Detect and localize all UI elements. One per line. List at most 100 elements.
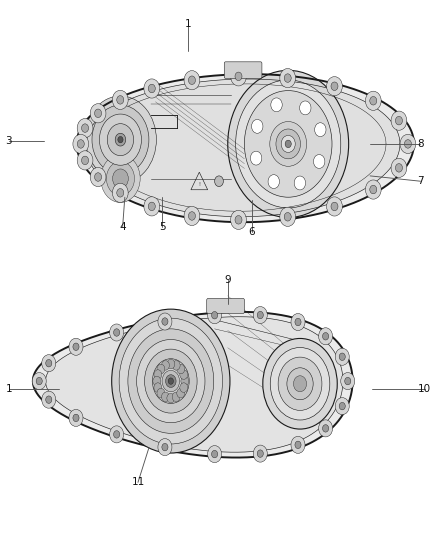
Polygon shape bbox=[33, 312, 353, 457]
Circle shape bbox=[314, 123, 326, 136]
Circle shape bbox=[148, 202, 155, 211]
Circle shape bbox=[145, 349, 197, 413]
Circle shape bbox=[270, 348, 330, 420]
Circle shape bbox=[157, 364, 165, 374]
Circle shape bbox=[281, 135, 295, 152]
Circle shape bbox=[158, 439, 172, 456]
Circle shape bbox=[77, 151, 93, 170]
Circle shape bbox=[212, 450, 218, 458]
Circle shape bbox=[327, 77, 343, 96]
Circle shape bbox=[365, 91, 381, 110]
Circle shape bbox=[42, 354, 56, 372]
FancyBboxPatch shape bbox=[224, 62, 262, 78]
Circle shape bbox=[106, 161, 134, 196]
Text: 3: 3 bbox=[5, 136, 12, 146]
Circle shape bbox=[172, 360, 180, 370]
Circle shape bbox=[144, 197, 160, 216]
Circle shape bbox=[128, 329, 214, 433]
Circle shape bbox=[152, 359, 189, 403]
Circle shape bbox=[244, 91, 332, 197]
Circle shape bbox=[46, 396, 52, 403]
Circle shape bbox=[335, 398, 349, 415]
Polygon shape bbox=[46, 317, 343, 452]
Circle shape bbox=[251, 151, 262, 165]
Circle shape bbox=[268, 175, 279, 189]
Circle shape bbox=[345, 377, 351, 385]
Circle shape bbox=[158, 313, 172, 330]
Circle shape bbox=[168, 378, 173, 384]
Circle shape bbox=[391, 158, 407, 177]
Circle shape bbox=[228, 70, 349, 217]
Circle shape bbox=[284, 213, 291, 221]
Text: !: ! bbox=[198, 182, 200, 187]
Circle shape bbox=[184, 71, 200, 90]
Circle shape bbox=[90, 167, 106, 187]
Circle shape bbox=[331, 202, 338, 211]
Circle shape bbox=[153, 376, 161, 386]
Circle shape bbox=[167, 393, 175, 403]
Circle shape bbox=[113, 329, 120, 336]
Circle shape bbox=[235, 72, 242, 80]
Circle shape bbox=[32, 373, 46, 390]
Circle shape bbox=[208, 446, 222, 463]
Circle shape bbox=[231, 210, 247, 229]
Circle shape bbox=[318, 420, 332, 437]
Circle shape bbox=[284, 74, 291, 82]
Circle shape bbox=[110, 426, 124, 443]
Circle shape bbox=[95, 109, 102, 118]
Circle shape bbox=[36, 377, 42, 385]
Circle shape bbox=[180, 370, 188, 379]
Circle shape bbox=[331, 82, 338, 91]
Circle shape bbox=[293, 376, 307, 392]
Circle shape bbox=[253, 306, 267, 324]
Circle shape bbox=[257, 311, 263, 319]
Circle shape bbox=[294, 176, 306, 190]
Circle shape bbox=[322, 333, 328, 340]
FancyBboxPatch shape bbox=[207, 298, 244, 313]
Circle shape bbox=[370, 96, 377, 105]
Text: 8: 8 bbox=[417, 139, 424, 149]
Circle shape bbox=[117, 95, 124, 104]
Circle shape bbox=[148, 84, 155, 93]
Circle shape bbox=[212, 311, 218, 319]
Circle shape bbox=[276, 129, 300, 159]
Circle shape bbox=[253, 445, 267, 462]
Circle shape bbox=[46, 359, 52, 367]
Text: 6: 6 bbox=[248, 227, 255, 237]
Circle shape bbox=[327, 197, 343, 216]
Circle shape bbox=[215, 176, 223, 187]
Circle shape bbox=[166, 375, 176, 387]
Circle shape bbox=[184, 206, 200, 225]
Text: 4: 4 bbox=[119, 222, 126, 231]
Circle shape bbox=[287, 368, 313, 400]
Circle shape bbox=[339, 353, 345, 360]
Circle shape bbox=[291, 313, 305, 330]
Circle shape bbox=[180, 383, 188, 392]
Text: 1: 1 bbox=[185, 19, 192, 29]
Circle shape bbox=[400, 134, 416, 154]
Circle shape bbox=[154, 383, 162, 392]
Circle shape bbox=[270, 122, 307, 166]
Circle shape bbox=[263, 338, 337, 429]
Text: 1: 1 bbox=[5, 384, 12, 394]
Circle shape bbox=[162, 370, 180, 392]
Circle shape bbox=[231, 67, 247, 86]
Circle shape bbox=[322, 425, 328, 432]
Circle shape bbox=[257, 450, 263, 457]
Circle shape bbox=[251, 119, 263, 133]
Text: 5: 5 bbox=[159, 222, 166, 231]
Circle shape bbox=[113, 169, 128, 188]
Circle shape bbox=[404, 140, 411, 148]
Circle shape bbox=[73, 343, 79, 351]
Text: 9: 9 bbox=[224, 275, 231, 285]
Circle shape bbox=[162, 360, 170, 370]
Polygon shape bbox=[77, 74, 414, 222]
Circle shape bbox=[291, 437, 305, 454]
Circle shape bbox=[154, 370, 162, 379]
Circle shape bbox=[107, 124, 134, 156]
Circle shape bbox=[69, 338, 83, 356]
Circle shape bbox=[365, 180, 381, 199]
Circle shape bbox=[90, 104, 106, 123]
Circle shape bbox=[112, 309, 230, 453]
Circle shape bbox=[181, 376, 189, 386]
